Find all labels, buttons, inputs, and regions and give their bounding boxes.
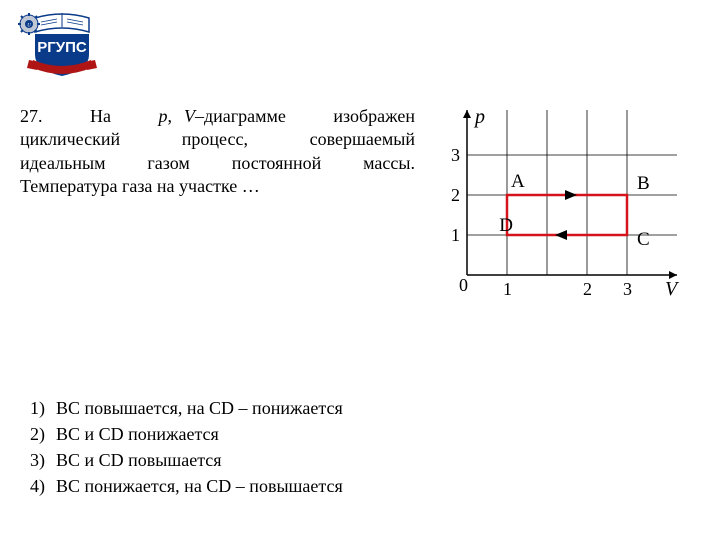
cycle-path — [507, 195, 627, 235]
question-number: 27. — [20, 106, 43, 126]
x-axis-label: V — [665, 278, 680, 300]
answer-option: 2) ВС и СD понижается — [30, 421, 700, 447]
answer-text: ВС и СD повышается — [56, 447, 222, 473]
tick-origin: 0 — [459, 275, 468, 295]
answer-number: 2) — [30, 421, 56, 447]
university-logo: U РГУПС — [15, 10, 110, 80]
answer-text: ВС и СD понижается — [56, 421, 219, 447]
answer-list: 1) ВС повышается, на СD – понижается 2) … — [30, 395, 700, 499]
answer-option: 1) ВС повышается, на СD – понижается — [30, 395, 700, 421]
answer-text: ВС понижается, на СD – повышается — [56, 473, 343, 499]
answer-number: 3) — [30, 447, 56, 473]
tick-x2: 2 — [583, 279, 592, 299]
tick-x1: 1 — [503, 279, 512, 299]
tick-y2: 2 — [451, 185, 460, 205]
answer-number: 1) — [30, 395, 56, 421]
answer-text: ВС повышается, на СD – понижается — [56, 395, 343, 421]
answer-option: 3) ВС и СD повышается — [30, 447, 700, 473]
question-text: 27. На p, V–диаграмме изображен цикличес… — [20, 105, 415, 199]
logo-text: РГУПС — [37, 39, 87, 56]
y-axis-label: p — [473, 106, 485, 128]
svg-text:U: U — [27, 24, 31, 29]
arrow-ab — [565, 190, 577, 200]
pv-diagram: 0 1 2 3 1 2 3 p V — [427, 105, 687, 305]
point-c-label: C — [637, 229, 650, 250]
tick-y1: 1 — [451, 225, 460, 245]
tick-x3: 3 — [623, 279, 632, 299]
answer-number: 4) — [30, 473, 56, 499]
arrow-cd — [555, 230, 567, 240]
point-b-label: B — [637, 173, 650, 194]
point-d-label: D — [499, 215, 513, 236]
tick-y3: 3 — [451, 145, 460, 165]
answer-option: 4) ВС понижается, на СD – повышается — [30, 473, 700, 499]
point-a-label: A — [511, 171, 525, 192]
